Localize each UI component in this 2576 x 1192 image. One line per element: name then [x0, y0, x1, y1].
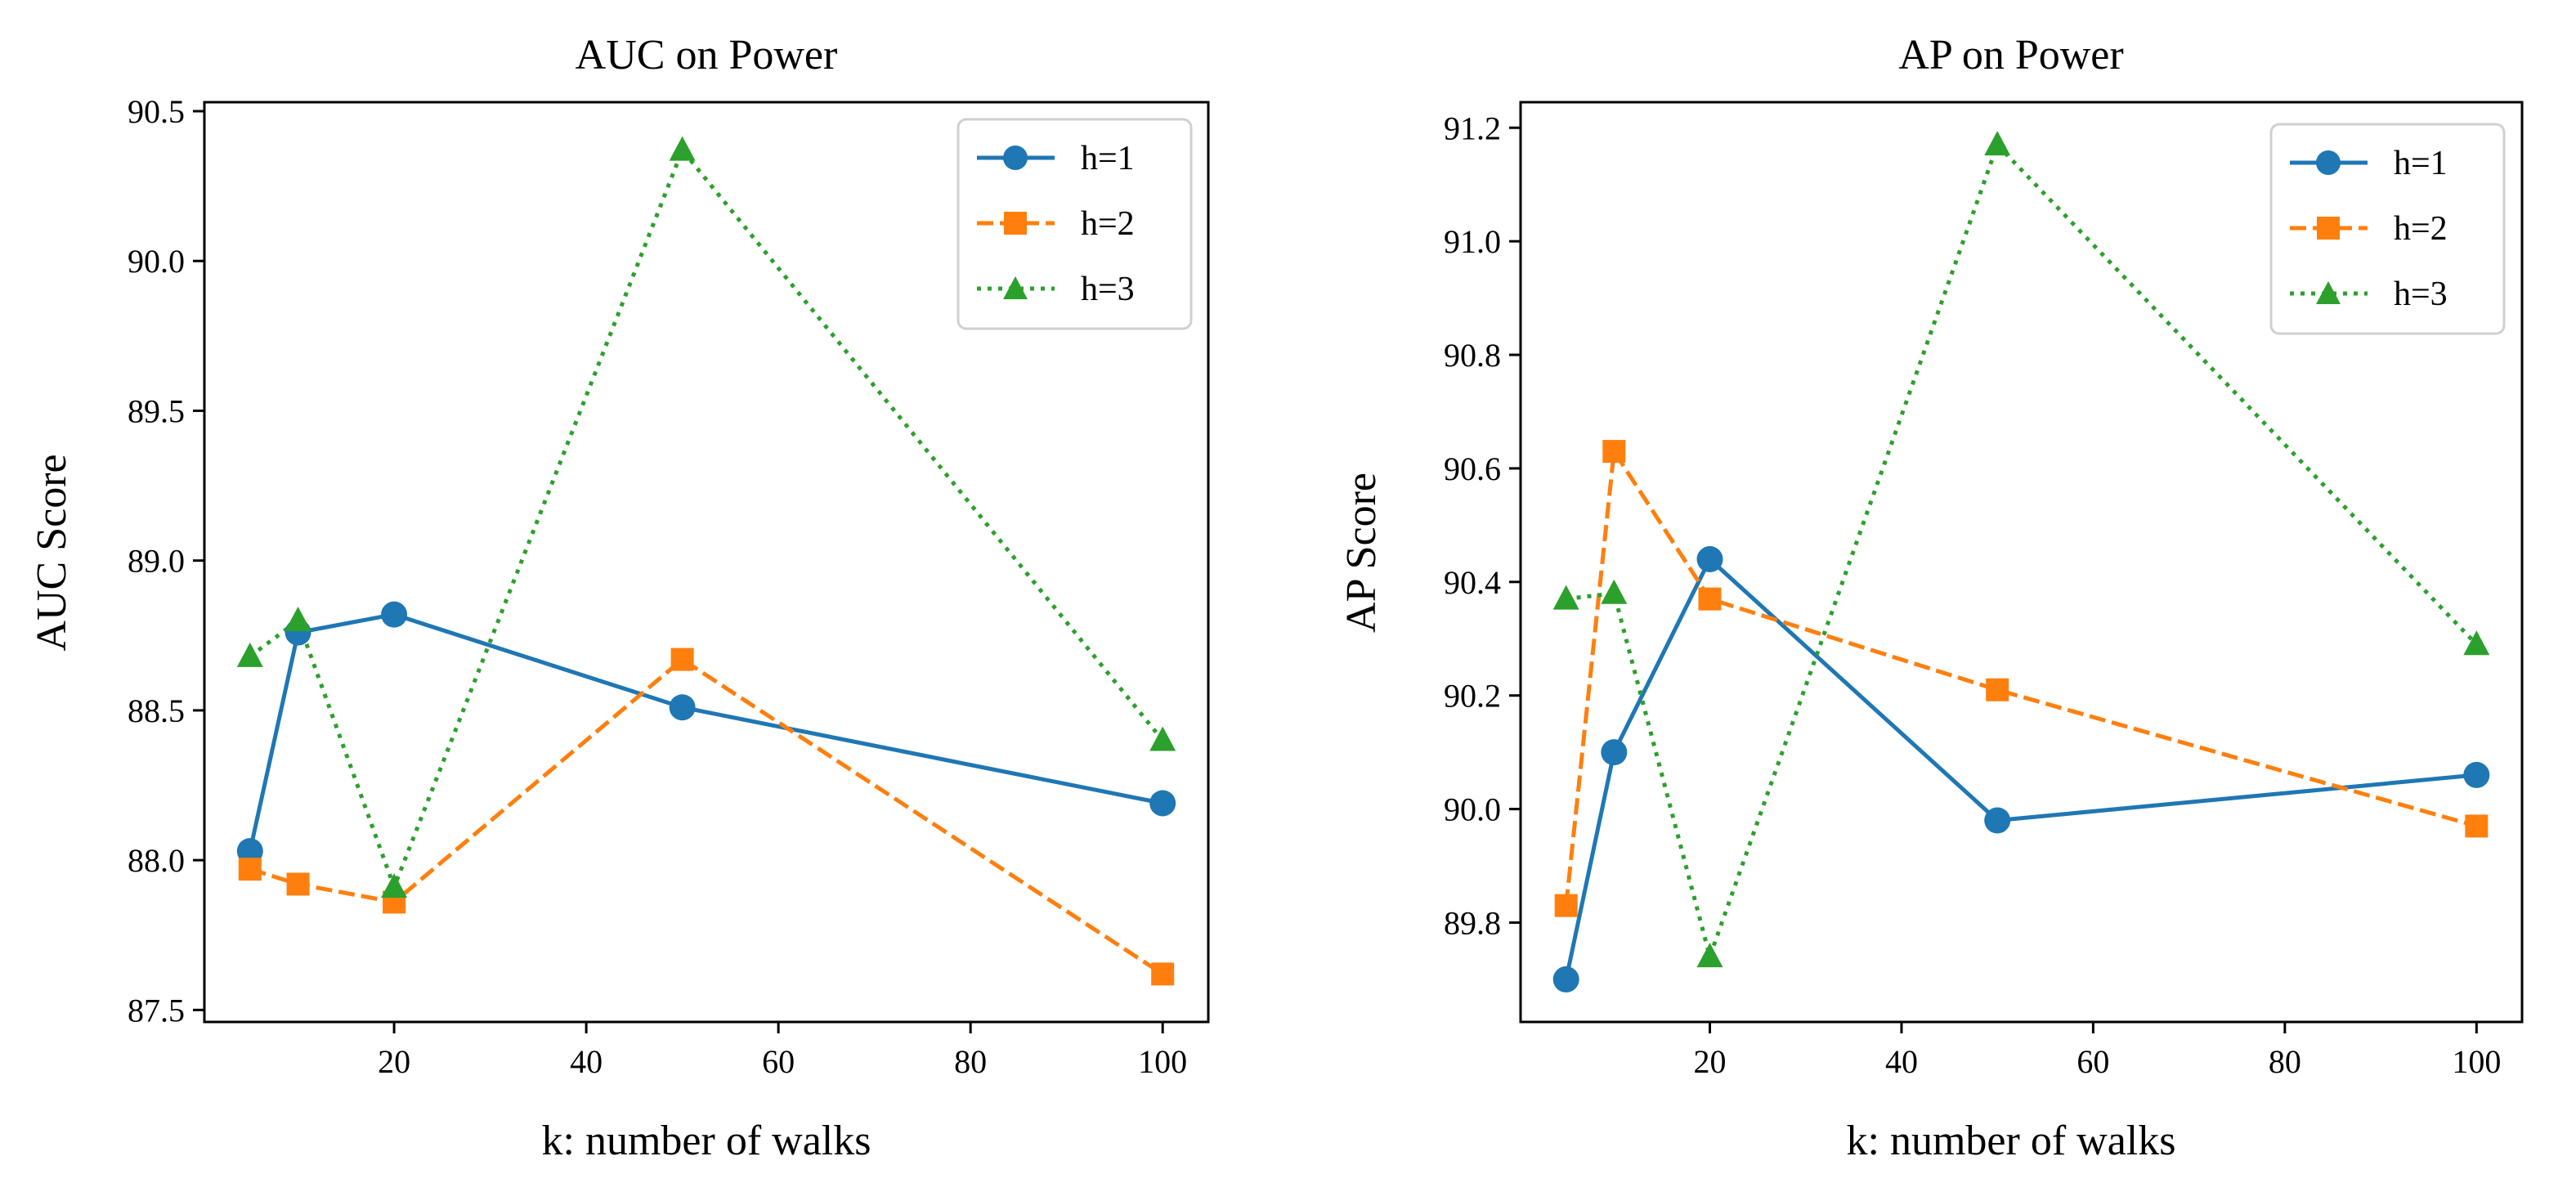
x-tick-label: 40 [1885, 1043, 1918, 1080]
data-point-h2 [1554, 894, 1578, 917]
data-point-h2 [1602, 440, 1626, 464]
legend-h1-label: h=1 [1081, 140, 1135, 177]
legend-h2-label: h=2 [2394, 210, 2448, 248]
y-tick-label: 91.2 [1444, 110, 1501, 146]
data-point-h3 [1984, 131, 2011, 156]
legend-h3-marker [2316, 281, 2341, 304]
y-tick-label: 89.8 [1444, 904, 1501, 941]
x-tick-label: 60 [762, 1043, 795, 1080]
chart-auc-plot-frame [203, 101, 1210, 1024]
data-point-h2 [286, 872, 310, 896]
y-tick-label: 90.0 [128, 243, 185, 280]
y-tick-label: 88.0 [128, 842, 185, 879]
chart-ap-legend: h=1 h=2 h=3 [2269, 123, 2506, 335]
data-point-h2 [2465, 814, 2489, 838]
y-tick-label: 90.6 [1444, 450, 1501, 487]
chart-auc-ticks: 20 40 60 80 100 87.5 88.0 88.5 89.0 89.5 90.0 90.5 [128, 93, 1187, 1080]
data-point-h2 [1698, 587, 1722, 611]
chart-auc-ylabel: AUC Score [29, 454, 75, 651]
data-point-h3 [236, 642, 263, 667]
legend-h1-marker [1003, 146, 1028, 170]
data-point-h3 [669, 136, 696, 161]
data-point-h1 [381, 601, 408, 628]
x-tick-label: 20 [1694, 1043, 1727, 1080]
legend-h1-marker [2316, 150, 2341, 175]
chart-auc-title: AUC on Power [576, 32, 838, 78]
data-point-h3 [1696, 943, 1723, 968]
data-point-h2 [1986, 678, 2009, 701]
data-point-h1 [669, 694, 696, 721]
chart-ap-ticks: 20 40 60 80 100 89.8 90.0 90.2 90.4 90.6 90.8 91.0 9… [1444, 110, 2501, 1080]
x-tick-label: 80 [954, 1043, 987, 1080]
y-tick-label: 89.0 [128, 543, 185, 580]
x-tick-label: 100 [1138, 1043, 1187, 1080]
chart-ap-ylabel: AP Score [1338, 473, 1385, 633]
x-tick-label: 20 [378, 1043, 410, 1080]
data-point-h1 [1601, 739, 1628, 766]
chart-auc-xlabel: k: number of walks [542, 1118, 871, 1164]
data-point-h1 [1984, 807, 2011, 834]
y-tick-label: 90.2 [1444, 678, 1501, 715]
legend-h2-label: h=2 [1081, 205, 1135, 243]
data-point-h2 [1151, 962, 1175, 986]
data-point-h3 [381, 873, 408, 898]
series-line-h3 [1566, 141, 2479, 964]
legend-h2-marker [1004, 212, 1027, 235]
data-point-h2 [670, 648, 694, 671]
y-tick-label: 90.4 [1444, 564, 1501, 601]
data-point-h1 [2463, 761, 2490, 788]
x-tick-label: 100 [2452, 1043, 2501, 1080]
x-tick-label: 60 [2076, 1043, 2109, 1080]
y-tick-label: 90.0 [1444, 791, 1501, 828]
data-point-h1 [1696, 546, 1723, 573]
x-tick-label: 80 [2269, 1043, 2301, 1080]
data-point-h1 [1149, 790, 1176, 817]
chart-ap-legend-box [2269, 123, 2506, 335]
data-point-h3 [2463, 630, 2490, 656]
data-point-h3 [1149, 726, 1176, 751]
y-tick-label: 89.5 [128, 392, 185, 429]
y-tick-label: 90.8 [1444, 337, 1501, 374]
chart-ap-markers [1552, 131, 2490, 993]
chart-auc-legend-box [956, 118, 1193, 330]
y-tick-label: 88.5 [128, 692, 185, 729]
y-tick-label: 87.5 [128, 992, 185, 1028]
x-tick-label: 40 [570, 1043, 603, 1080]
chart-ap-plot-frame [1519, 101, 2524, 1024]
data-point-h3 [284, 606, 311, 631]
chart-ap: AP on Power k: number of walks AP Score … [1338, 32, 2524, 1164]
chart-auc-legend: h=1 h=2 h=3 [956, 118, 1193, 330]
chart-ap-title: AP on Power [1898, 32, 2123, 78]
legend-h3-label: h=3 [2394, 276, 2448, 313]
data-point-h3 [1601, 579, 1628, 604]
legend-h1-label: h=1 [2394, 145, 2448, 182]
data-point-h1 [1552, 966, 1579, 993]
data-point-h2 [238, 858, 262, 881]
data-point-h3 [1552, 585, 1579, 610]
y-tick-label: 90.5 [128, 93, 185, 130]
legend-h3-marker [1003, 276, 1028, 299]
chart-ap-xlabel: k: number of walks [1847, 1118, 2176, 1164]
chart-auc: AUC on Power k: number of walks AUC Scor… [29, 32, 1210, 1164]
legend-h3-label: h=3 [1081, 271, 1135, 308]
legend-h2-marker [2317, 217, 2340, 240]
y-tick-label: 91.0 [1444, 223, 1501, 260]
chart-auc-markers [236, 136, 1176, 986]
